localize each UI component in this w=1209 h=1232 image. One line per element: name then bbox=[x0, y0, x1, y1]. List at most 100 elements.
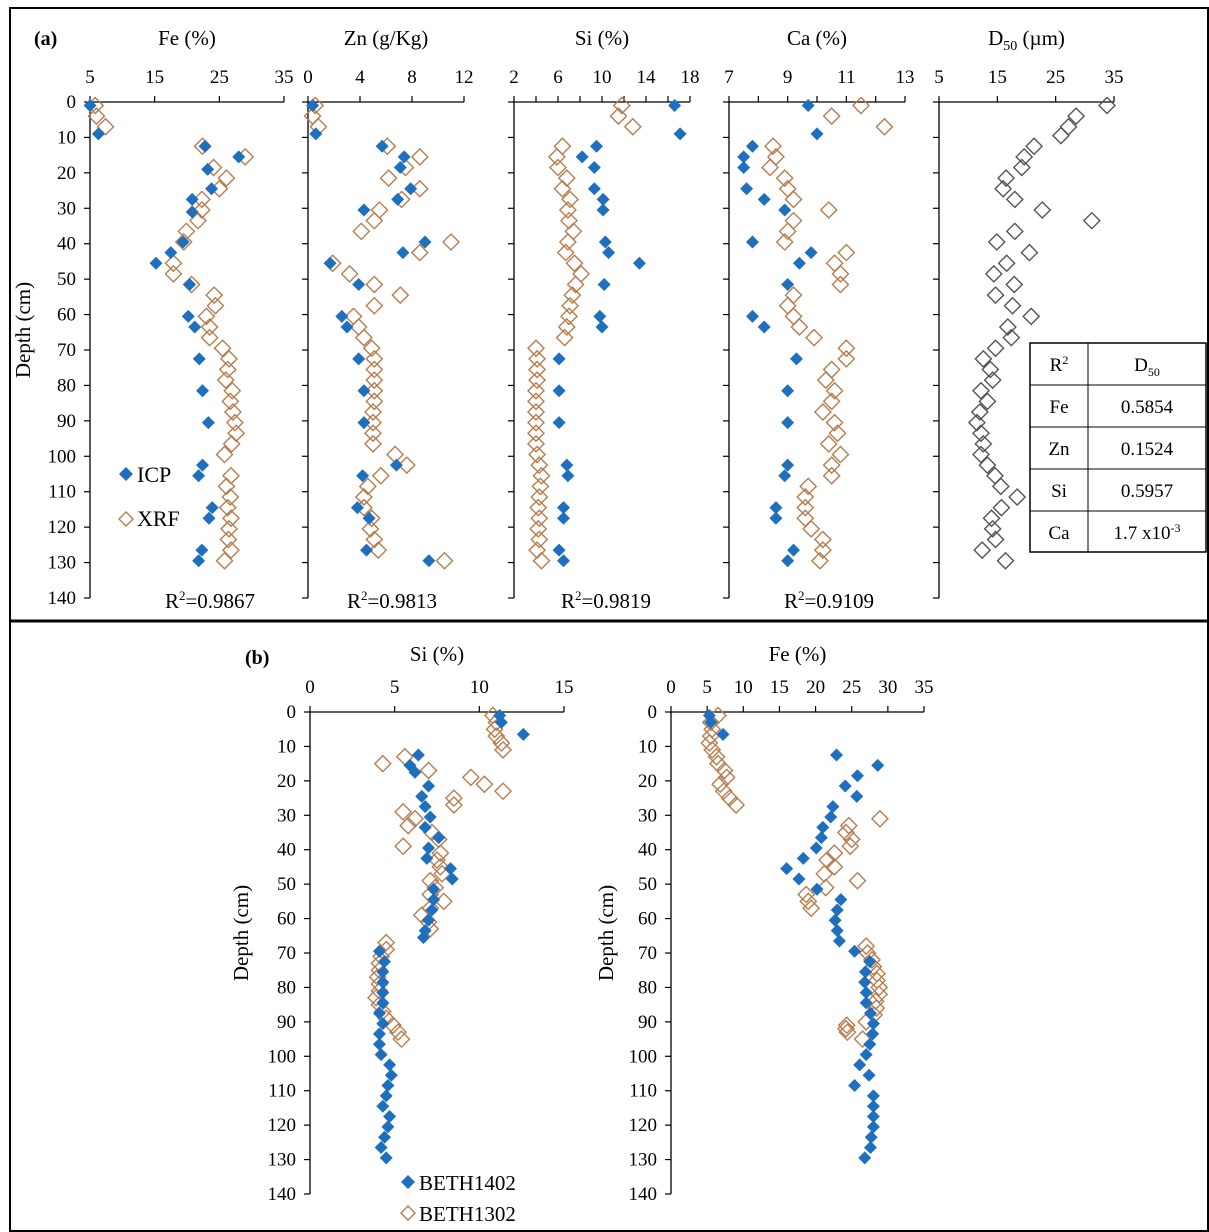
data-point bbox=[552, 416, 566, 430]
data-point bbox=[410, 243, 429, 262]
data-point bbox=[392, 1030, 411, 1049]
data-point bbox=[982, 509, 1001, 528]
data-point bbox=[372, 944, 386, 958]
data-point bbox=[379, 1151, 393, 1165]
series-xrf bbox=[527, 96, 642, 570]
data-point bbox=[527, 381, 545, 400]
x-tick-label: 11 bbox=[837, 67, 855, 88]
data-point bbox=[802, 899, 821, 918]
x-tick-label: 15 bbox=[770, 677, 789, 698]
data-point bbox=[830, 748, 844, 762]
data-point bbox=[1005, 222, 1024, 241]
y-tick-label: 50 bbox=[638, 874, 657, 895]
data-point bbox=[201, 162, 215, 176]
x-tick-label: 5 bbox=[702, 677, 712, 698]
data-point bbox=[1012, 158, 1031, 177]
data-point bbox=[1015, 147, 1034, 166]
data-point bbox=[149, 256, 163, 270]
data-point bbox=[356, 469, 370, 483]
data-point bbox=[575, 150, 589, 164]
data-point bbox=[983, 519, 1002, 538]
y-tick-label: 0 bbox=[287, 702, 297, 723]
data-point bbox=[164, 254, 183, 273]
data-point bbox=[587, 161, 601, 175]
data-point bbox=[176, 235, 190, 249]
data-point bbox=[1082, 211, 1101, 230]
data-point bbox=[813, 530, 832, 549]
data-point bbox=[527, 434, 545, 453]
data-point bbox=[862, 950, 881, 969]
data-point bbox=[781, 277, 795, 291]
r2-annotation: R2=0.9867 bbox=[165, 588, 255, 613]
data-point bbox=[528, 445, 547, 464]
data-point bbox=[781, 458, 795, 472]
data-point bbox=[981, 360, 1000, 379]
data-point bbox=[221, 466, 240, 485]
data-point bbox=[372, 1027, 386, 1041]
data-point bbox=[547, 147, 566, 166]
chart-title: Si (%) bbox=[575, 26, 629, 50]
x-tick-label: 20 bbox=[806, 677, 825, 698]
data-point bbox=[830, 903, 844, 917]
table-row-label: Fe bbox=[1050, 397, 1069, 418]
data-point bbox=[529, 498, 548, 517]
data-point bbox=[1067, 107, 1086, 126]
y-tick-label: 10 bbox=[277, 736, 296, 757]
data-point bbox=[967, 413, 986, 432]
data-point bbox=[527, 403, 545, 421]
y-tick-label: 80 bbox=[277, 977, 296, 998]
data-point bbox=[393, 161, 407, 175]
data-point bbox=[778, 469, 792, 483]
table-row-label: Ca bbox=[1048, 523, 1070, 544]
data-point bbox=[598, 235, 612, 249]
data-point bbox=[870, 809, 889, 828]
data-point bbox=[602, 246, 616, 260]
series-beth1402 bbox=[372, 708, 530, 1165]
data-point bbox=[185, 192, 199, 206]
data-point bbox=[361, 519, 380, 538]
data-point bbox=[397, 456, 416, 475]
data-point bbox=[556, 243, 575, 262]
data-point bbox=[560, 458, 574, 472]
data-point bbox=[996, 551, 1015, 570]
data-point bbox=[216, 371, 235, 390]
data-point bbox=[198, 139, 212, 153]
series-d50 bbox=[967, 96, 1116, 570]
series-xrf bbox=[86, 96, 255, 570]
data-point bbox=[189, 211, 207, 230]
data-point bbox=[825, 254, 844, 273]
data-point bbox=[220, 519, 239, 538]
data-point bbox=[737, 161, 751, 175]
series-icp bbox=[306, 99, 436, 568]
y-tick-label: 50 bbox=[277, 874, 296, 895]
data-point bbox=[215, 445, 234, 464]
chart-a-ca: 7 9 11 13 Ca (%) R2=0.9109 bbox=[723, 26, 915, 613]
chart-title: Ca (%) bbox=[787, 26, 847, 50]
data-point bbox=[983, 371, 1002, 390]
data-point bbox=[828, 424, 847, 443]
data-point bbox=[365, 371, 384, 390]
data-point bbox=[816, 820, 830, 834]
data-point bbox=[391, 286, 410, 305]
data-point bbox=[352, 352, 366, 366]
data-point bbox=[376, 1099, 390, 1113]
data-point bbox=[354, 488, 373, 507]
x-tick-label: 15 bbox=[145, 67, 164, 88]
x-tick-label: 35 bbox=[915, 677, 934, 698]
data-point bbox=[427, 882, 441, 896]
data-point bbox=[379, 169, 398, 188]
data-point bbox=[376, 986, 390, 1000]
data-point bbox=[192, 190, 211, 209]
data-point bbox=[365, 392, 384, 411]
x-tick-label: 5 bbox=[390, 677, 400, 698]
data-point bbox=[859, 996, 873, 1010]
chart-title: Fe (%) bbox=[158, 26, 216, 50]
data-point bbox=[357, 416, 371, 430]
data-point bbox=[365, 381, 384, 400]
y-tick-label: 80 bbox=[638, 977, 657, 998]
data-point bbox=[164, 264, 183, 283]
data-point bbox=[201, 416, 215, 430]
chart-title: D50 (µm) bbox=[988, 26, 1065, 54]
data-point bbox=[781, 416, 795, 430]
data-point bbox=[494, 782, 513, 801]
